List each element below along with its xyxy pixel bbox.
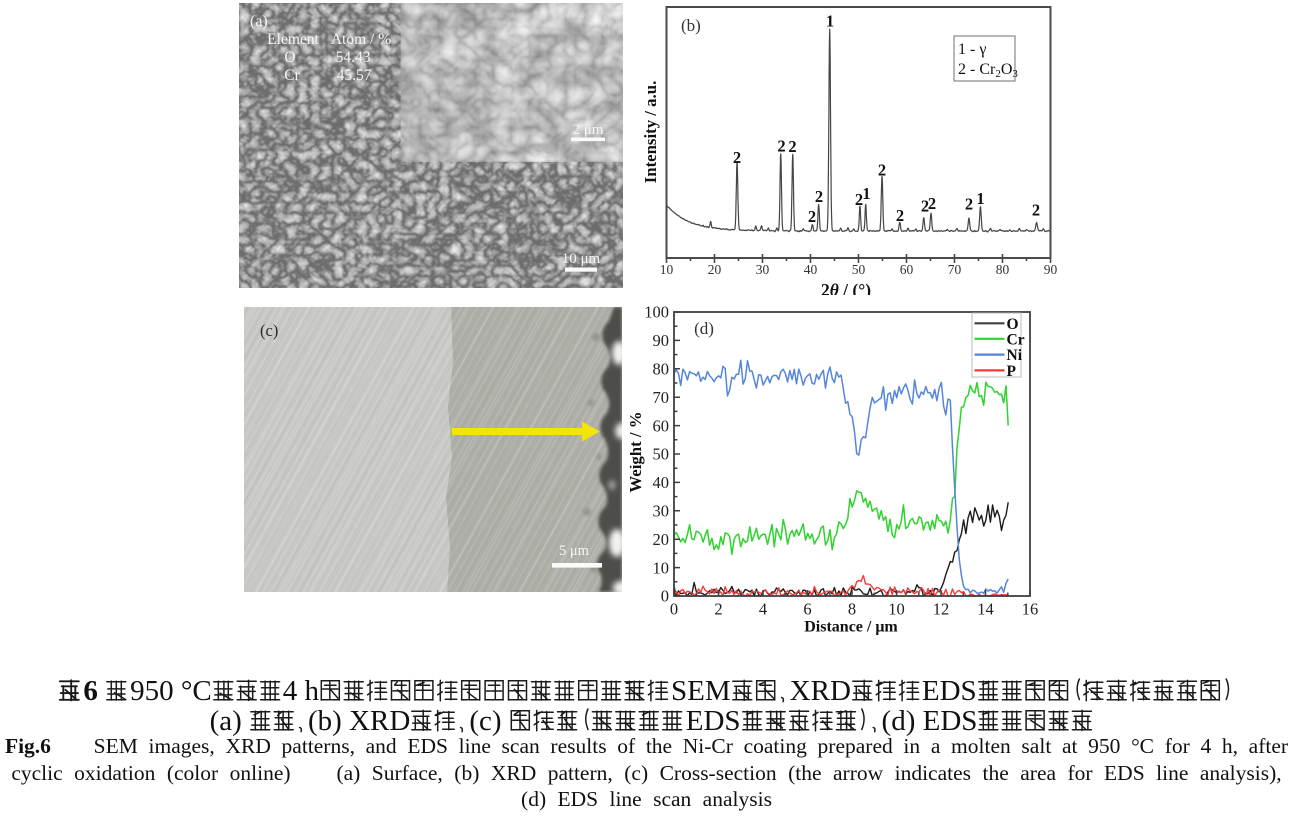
svg-text:10: 10: [888, 600, 905, 619]
svg-text:50: 50: [852, 262, 866, 277]
svg-text:Atom / %: Atom / %: [331, 31, 391, 48]
svg-text:2 - Cr2O3: 2 - Cr2O3: [958, 61, 1018, 80]
svg-text:14: 14: [977, 600, 994, 619]
svg-text:10: 10: [660, 262, 674, 277]
svg-text:70: 70: [653, 388, 670, 407]
svg-text:60: 60: [653, 416, 670, 435]
svg-text:16: 16: [1022, 600, 1039, 619]
svg-text:2: 2: [777, 137, 785, 156]
svg-text:40: 40: [804, 262, 818, 277]
svg-text:10: 10: [653, 558, 670, 577]
svg-text:2 μm: 2 μm: [573, 122, 604, 138]
svg-text:20: 20: [708, 262, 722, 277]
svg-text:90: 90: [653, 331, 670, 350]
svg-text:Intensity / a.u.: Intensity / a.u.: [641, 81, 660, 184]
svg-text:(a): (a): [250, 13, 268, 30]
svg-text:10 μm: 10 μm: [562, 251, 601, 267]
svg-text:2: 2: [815, 187, 823, 206]
svg-text:50: 50: [653, 445, 670, 464]
svg-text:2: 2: [788, 137, 796, 156]
svg-text:Cr: Cr: [284, 67, 300, 84]
svg-text:1: 1: [976, 189, 984, 208]
svg-text:6: 6: [803, 600, 811, 619]
svg-text:2: 2: [928, 194, 936, 213]
svg-text:5 μm: 5 μm: [559, 543, 590, 559]
svg-text:12: 12: [933, 600, 950, 619]
svg-text:60: 60: [900, 262, 914, 277]
svg-text:8: 8: [848, 600, 856, 619]
svg-text:2: 2: [878, 161, 886, 180]
svg-text:(d): (d): [694, 319, 714, 338]
svg-text:Distance / μm: Distance / μm: [804, 619, 898, 636]
svg-text:0: 0: [661, 587, 669, 606]
svg-text:Cr: Cr: [1007, 331, 1025, 348]
svg-text:1: 1: [826, 12, 834, 31]
svg-text:30: 30: [653, 502, 670, 521]
svg-text:54.43: 54.43: [336, 49, 371, 66]
svg-text:O: O: [1007, 316, 1019, 333]
svg-text:O: O: [284, 49, 295, 66]
svg-text:Element: Element: [267, 31, 319, 48]
svg-text:2: 2: [965, 195, 973, 214]
svg-text:Weight / %: Weight / %: [630, 411, 645, 492]
svg-text:2: 2: [855, 190, 863, 209]
svg-text:2: 2: [733, 148, 741, 167]
svg-text:80: 80: [996, 262, 1010, 277]
svg-text:2: 2: [714, 600, 722, 619]
svg-text:40: 40: [653, 473, 670, 492]
svg-text:2: 2: [808, 207, 816, 226]
svg-text:4: 4: [759, 600, 767, 619]
svg-text:(b): (b): [681, 16, 701, 35]
svg-text:45.57: 45.57: [337, 67, 372, 84]
svg-text:P: P: [1007, 363, 1017, 380]
svg-text:90: 90: [1044, 262, 1058, 277]
svg-text:20: 20: [653, 530, 670, 549]
svg-text:2: 2: [896, 206, 904, 225]
svg-text:0: 0: [670, 600, 678, 619]
svg-text:30: 30: [756, 262, 770, 277]
svg-text:100: 100: [644, 303, 669, 322]
svg-text:Ni: Ni: [1007, 347, 1023, 364]
svg-text:2: 2: [921, 197, 929, 216]
svg-text:(c): (c): [260, 321, 278, 340]
svg-text:1 - γ: 1 - γ: [958, 41, 986, 58]
svg-text:1: 1: [862, 184, 870, 203]
svg-text:2: 2: [1032, 201, 1040, 220]
svg-text:70: 70: [948, 262, 962, 277]
svg-text:80: 80: [653, 360, 670, 379]
